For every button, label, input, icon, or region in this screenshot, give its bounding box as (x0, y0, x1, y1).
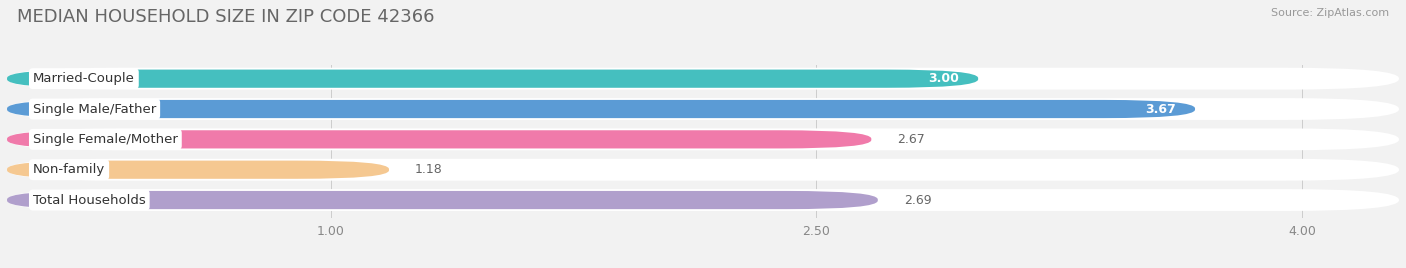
Text: Source: ZipAtlas.com: Source: ZipAtlas.com (1271, 8, 1389, 18)
Text: 2.67: 2.67 (897, 133, 925, 146)
FancyBboxPatch shape (7, 189, 1399, 211)
Text: Married-Couple: Married-Couple (32, 72, 135, 85)
FancyBboxPatch shape (7, 128, 1399, 150)
FancyBboxPatch shape (7, 70, 979, 88)
Text: 1.18: 1.18 (415, 163, 443, 176)
Text: Single Male/Father: Single Male/Father (32, 103, 156, 116)
Text: MEDIAN HOUSEHOLD SIZE IN ZIP CODE 42366: MEDIAN HOUSEHOLD SIZE IN ZIP CODE 42366 (17, 8, 434, 26)
Text: 2.69: 2.69 (904, 193, 931, 207)
FancyBboxPatch shape (7, 130, 872, 148)
FancyBboxPatch shape (7, 191, 877, 209)
Text: 3.00: 3.00 (928, 72, 959, 85)
FancyBboxPatch shape (7, 98, 1399, 120)
Text: Single Female/Mother: Single Female/Mother (32, 133, 177, 146)
FancyBboxPatch shape (7, 100, 1195, 118)
FancyBboxPatch shape (7, 161, 389, 179)
FancyBboxPatch shape (7, 159, 1399, 181)
Text: Non-family: Non-family (32, 163, 105, 176)
Text: Total Households: Total Households (32, 193, 146, 207)
FancyBboxPatch shape (7, 68, 1399, 90)
Text: 3.67: 3.67 (1144, 103, 1175, 116)
